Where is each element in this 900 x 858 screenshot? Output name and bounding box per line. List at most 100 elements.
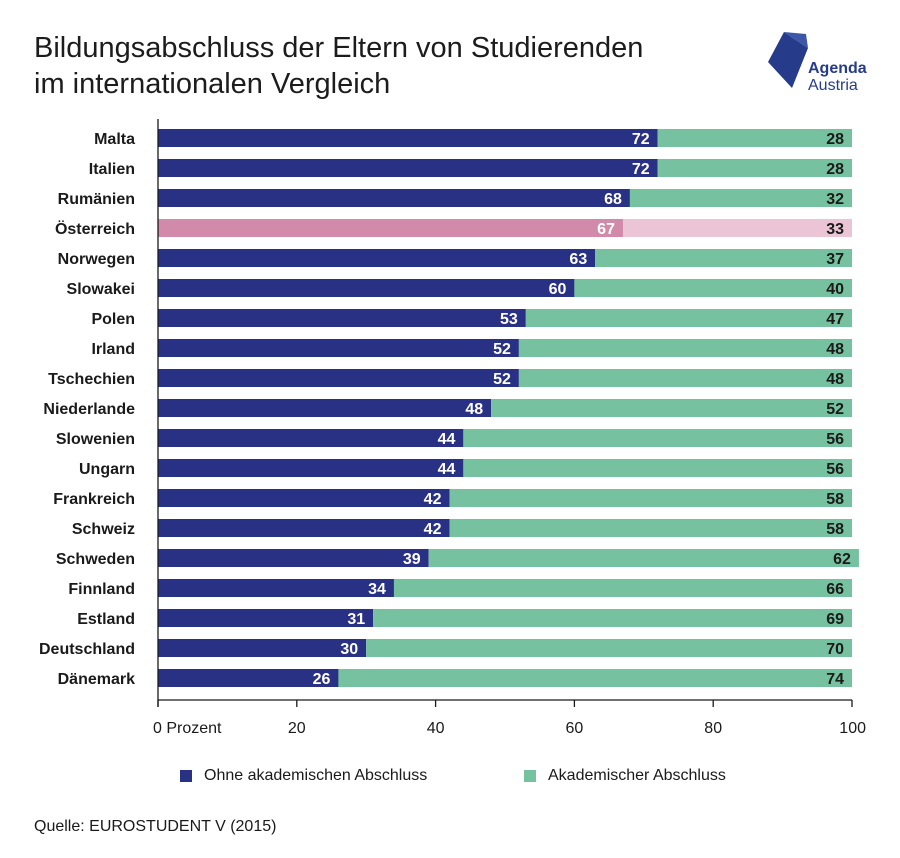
value-label-series2-italien: 28 <box>826 161 844 178</box>
bar-series2-frankreich <box>449 489 852 507</box>
bar-series1-schweiz <box>158 519 450 537</box>
category-label-slowakei: Slowakei <box>67 281 135 298</box>
bar-series1-schweden <box>158 549 429 567</box>
bar-series1-tschechien <box>158 369 519 387</box>
bar-series1-slowenien <box>158 429 464 447</box>
category-label-osterreich: Österreich <box>55 219 135 238</box>
bar-series1-norwegen <box>158 249 596 267</box>
value-label-series1-polen: 53 <box>500 311 518 328</box>
bar-series1-danemark <box>158 669 339 687</box>
logo-text-line1: Agenda <box>808 60 867 77</box>
bar-series2-finnland <box>393 579 852 597</box>
value-label-series1-finnland: 34 <box>368 581 386 598</box>
chart-title-line1: Bildungsabschluss der Eltern von Studier… <box>34 32 644 64</box>
value-label-series1-estland: 31 <box>347 611 365 628</box>
legend-label-series2: Akademischer Abschluss <box>548 767 726 784</box>
value-label-series1-ungarn: 44 <box>438 461 456 478</box>
value-label-series2-osterreich: 33 <box>826 221 844 238</box>
bar-series1-irland <box>158 339 519 357</box>
value-label-series2-slowakei: 40 <box>826 281 844 298</box>
value-label-series1-irland: 52 <box>493 341 511 358</box>
legend: Ohne akademischen Abschluss Akademischer… <box>0 767 900 787</box>
value-label-series1-italien: 72 <box>632 161 650 178</box>
value-label-series1-norwegen: 63 <box>569 251 587 268</box>
bar-series1-niederlande <box>158 399 492 417</box>
category-label-polen: Polen <box>91 311 135 328</box>
bar-series2-deutschland <box>366 639 852 657</box>
category-label-rumanien: Rumänien <box>58 191 135 208</box>
category-label-irland: Irland <box>91 341 135 358</box>
legend-item-ohne-akademischen-abschluss: Ohne akademischen Abschluss <box>180 767 427 785</box>
x-tick-label-100: 100 <box>839 720 866 737</box>
category-label-norwegen: Norwegen <box>58 251 135 268</box>
value-label-series2-tschechien: 48 <box>826 371 844 388</box>
value-label-series2-polen: 47 <box>826 311 844 328</box>
bar-series2-italien <box>657 159 852 177</box>
chart-title: Bildungsabschluss der Eltern von Studier… <box>34 30 734 102</box>
bar-series1-polen <box>158 309 526 327</box>
x-tick-label-0: 0 Prozent <box>153 720 222 737</box>
bar-series2-slowenien <box>463 429 852 447</box>
value-label-series1-rumanien: 68 <box>604 191 622 208</box>
value-label-series2-schweden: 62 <box>833 551 851 568</box>
x-tick-label-20: 20 <box>288 720 306 737</box>
logo-text-line2: Austria <box>808 77 858 94</box>
bar-series2-niederlande <box>491 399 852 417</box>
bar-series2-ungarn <box>463 459 852 477</box>
value-label-series1-osterreich: 67 <box>597 221 615 238</box>
bar-series1-finnland <box>158 579 394 597</box>
bar-series2-malta <box>657 129 852 147</box>
value-label-series2-niederlande: 52 <box>826 401 844 418</box>
x-tick-label-80: 80 <box>704 720 722 737</box>
chart-title-line2: im internationalen Vergleich <box>34 68 391 100</box>
bar-series2-slowakei <box>574 279 852 297</box>
bar-series2-schweiz <box>449 519 852 537</box>
value-label-series1-niederlande: 48 <box>465 401 483 418</box>
category-label-danemark: Dänemark <box>58 671 135 688</box>
category-label-frankreich: Frankreich <box>53 491 135 508</box>
value-label-series2-slowenien: 56 <box>826 431 844 448</box>
category-label-ungarn: Ungarn <box>79 461 135 478</box>
value-label-series2-irland: 48 <box>826 341 844 358</box>
bar-series1-estland <box>158 609 374 627</box>
value-label-series2-rumanien: 32 <box>826 191 844 208</box>
legend-swatch-series2 <box>524 770 536 782</box>
category-label-schweden: Schweden <box>56 551 135 568</box>
logo-text: Agenda Austria <box>808 60 867 94</box>
value-label-series2-finnland: 66 <box>826 581 844 598</box>
logo-mark-icon <box>768 32 808 88</box>
bar-series2-polen <box>525 309 852 327</box>
bar-series2-rumanien <box>629 189 852 207</box>
value-label-series1-slowakei: 60 <box>549 281 567 298</box>
bar-series1-rumanien <box>158 189 630 207</box>
category-label-niederlande: Niederlande <box>43 401 135 418</box>
bar-series2-schweden <box>428 549 859 567</box>
value-label-series2-deutschland: 70 <box>826 641 844 658</box>
category-label-deutschland: Deutschland <box>39 641 135 658</box>
value-label-series2-danemark: 74 <box>826 671 844 688</box>
bar-series1-malta <box>158 129 658 147</box>
value-label-series2-ungarn: 56 <box>826 461 844 478</box>
stacked-bar-chart: Malta 72 28 Italien 72 28 Rumänien 68 32 Österrei… <box>39 119 866 737</box>
value-label-series1-frankreich: 42 <box>424 491 442 508</box>
value-label-series2-estland: 69 <box>826 611 844 628</box>
value-label-series2-malta: 28 <box>826 131 844 148</box>
category-label-italien: Italien <box>89 161 135 178</box>
bar-series1-ungarn <box>158 459 464 477</box>
source-note: Quelle: EUROSTUDENT V (2015) <box>34 818 277 835</box>
bar-series1-deutschland <box>158 639 367 657</box>
bar-series2-irland <box>518 339 852 357</box>
value-label-series2-frankreich: 58 <box>826 491 844 508</box>
value-label-series2-norwegen: 37 <box>826 251 844 268</box>
bar-series1-italien <box>158 159 658 177</box>
bar-series2-danemark <box>338 669 852 687</box>
value-label-series2-schweiz: 58 <box>826 521 844 538</box>
bar-series2-norwegen <box>595 249 852 267</box>
category-label-finnland: Finnland <box>68 581 135 598</box>
category-label-malta: Malta <box>94 131 135 148</box>
value-label-series1-slowenien: 44 <box>438 431 456 448</box>
category-label-schweiz: Schweiz <box>72 521 135 538</box>
category-label-slowenien: Slowenien <box>56 431 135 448</box>
value-label-series1-danemark: 26 <box>313 671 331 688</box>
category-label-estland: Estland <box>77 611 135 628</box>
